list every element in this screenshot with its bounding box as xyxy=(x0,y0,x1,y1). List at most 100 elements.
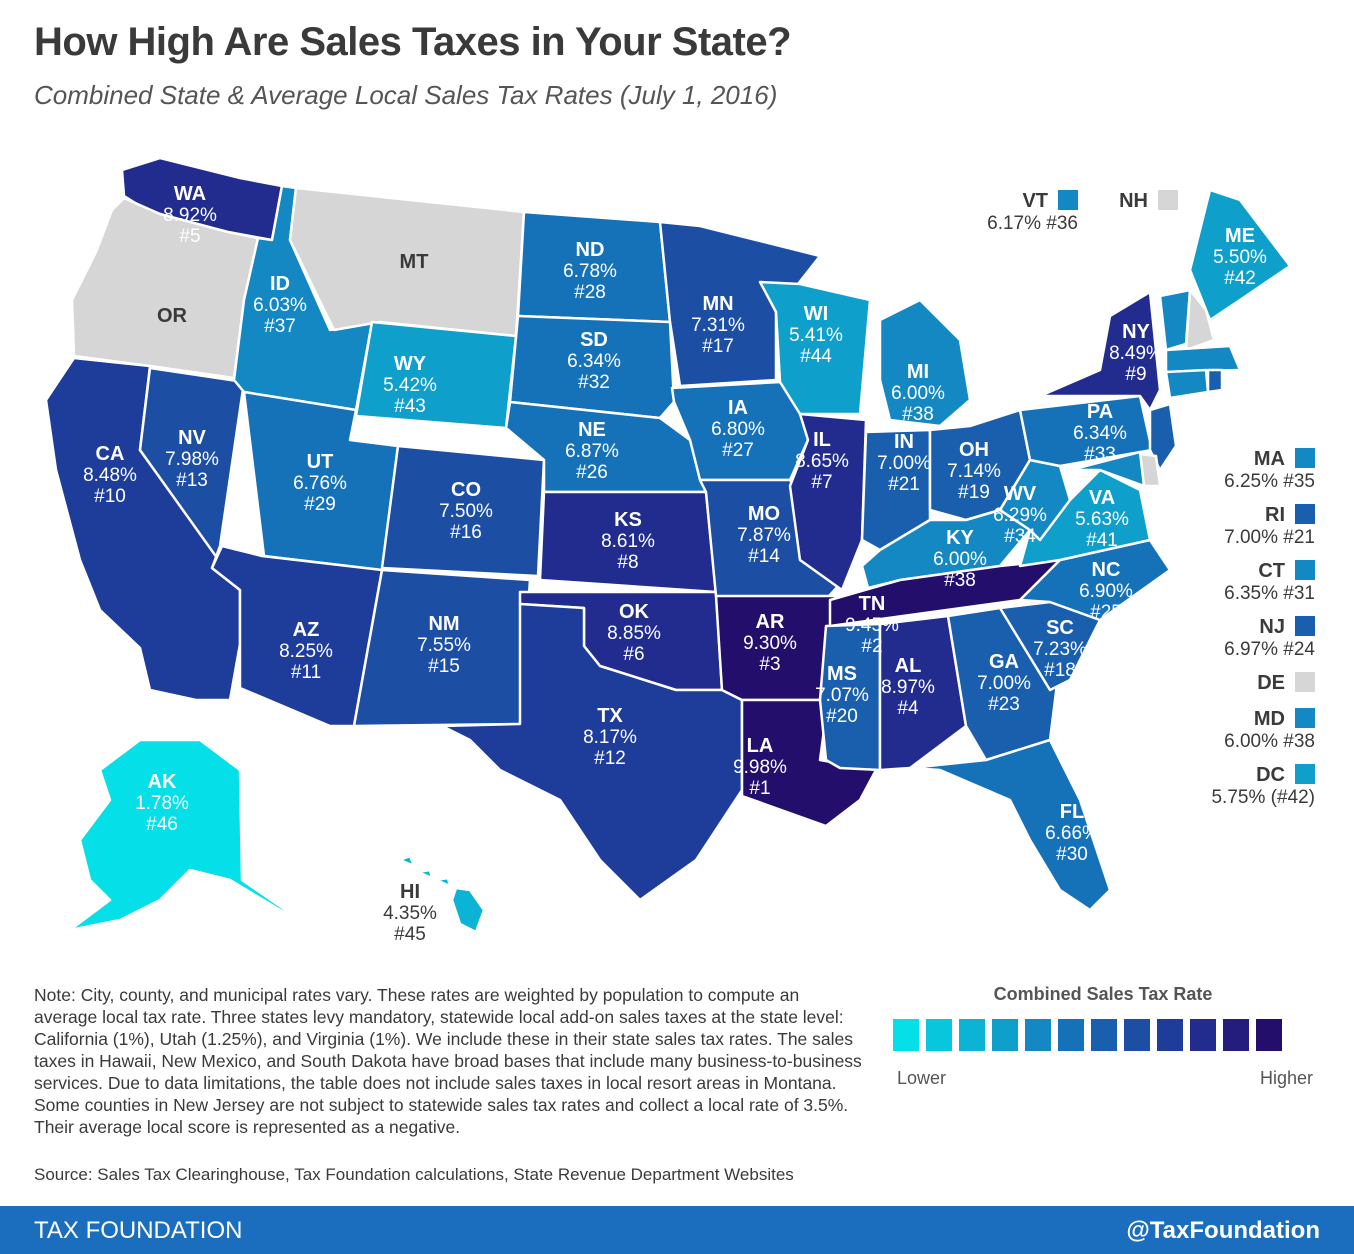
color-swatch xyxy=(1295,448,1315,468)
state-detail: 6.17% #36 xyxy=(987,213,1078,234)
state-rank: #2 xyxy=(861,636,882,657)
state-label-sc: SC 7.23% #18 xyxy=(1033,617,1087,681)
state-detail: 6.35% #31 xyxy=(1224,583,1315,604)
footer-brand: TAX FOUNDATION xyxy=(34,1217,243,1244)
state-shape-sd xyxy=(508,314,676,420)
state-rank: #7 xyxy=(811,472,832,493)
state-rate: 6.00% xyxy=(933,549,987,570)
state-abbr: WI xyxy=(804,303,828,325)
state-rank: #1 xyxy=(749,778,770,799)
state-rank: #15 xyxy=(428,656,460,677)
state-abbr: CO xyxy=(451,479,481,501)
state-rank: #14 xyxy=(748,546,780,567)
page-subtitle: Combined State & Average Local Sales Tax… xyxy=(34,80,778,110)
state-rate: 7.00% xyxy=(977,673,1031,694)
state-label-ky: KY 6.00% #38 xyxy=(933,527,987,591)
state-rank: #43 xyxy=(394,396,426,417)
state-rate: 8.65% xyxy=(795,451,849,472)
state-rank: #20 xyxy=(826,706,858,727)
side-item-dc: DC 5.75% (#42) xyxy=(1115,764,1315,809)
state-abbr: KY xyxy=(946,527,974,549)
color-swatch xyxy=(1295,560,1315,580)
state-label-ny: NY 8.49% #9 xyxy=(1109,321,1163,385)
state-label-ms: MS 7.07% #20 xyxy=(815,663,869,727)
state-label-ak: AK 1.78% #46 xyxy=(135,771,189,835)
state-rank: #27 xyxy=(722,440,754,461)
state-label-sd: SD 6.34% #32 xyxy=(567,329,621,393)
state-rate: 6.90% xyxy=(1079,581,1133,602)
state-shape-ny xyxy=(1038,290,1162,412)
state-abbr: NM xyxy=(428,613,459,635)
state-abbr: PA xyxy=(1087,401,1113,423)
state-shape-co xyxy=(380,444,546,578)
state-abbr: AZ xyxy=(293,619,320,641)
state-abbr: VT xyxy=(1022,190,1048,212)
state-rank: #17 xyxy=(702,336,734,357)
state-rank: #46 xyxy=(146,814,178,835)
state-rate: 7.87% xyxy=(737,525,791,546)
state-rank: #29 xyxy=(304,494,336,515)
state-rate: 6.87% xyxy=(565,441,619,462)
state-shape-ri xyxy=(1206,368,1224,394)
state-rate: 7.50% xyxy=(439,501,493,522)
legend-swatch xyxy=(1025,1019,1051,1051)
state-rank: #44 xyxy=(800,346,832,367)
state-rank: #38 xyxy=(944,570,976,591)
state-label-pa: PA 6.34% #33 xyxy=(1073,401,1127,465)
state-abbr: UT xyxy=(307,451,334,473)
state-label-tn: TN 9.45% #2 xyxy=(845,593,899,657)
side-item-nh: NH xyxy=(978,190,1178,213)
state-detail: 6.00% #38 xyxy=(1224,731,1315,752)
state-label-la: LA 9.98% #1 xyxy=(733,735,787,799)
state-shape-ak xyxy=(68,738,302,932)
state-abbr: MI xyxy=(907,361,929,383)
state-rate: 6.78% xyxy=(563,261,617,282)
state-abbr: CA xyxy=(96,443,125,465)
state-abbr: SD xyxy=(580,329,608,351)
legend-low-label: Lower xyxy=(897,1068,947,1088)
state-rank: #6 xyxy=(623,644,644,665)
state-label-oh: OH 7.14% #19 xyxy=(947,439,1001,503)
state-abbr: SC xyxy=(1046,617,1074,639)
state-rate: 6.03% xyxy=(253,295,307,316)
state-rank: #41 xyxy=(1086,530,1118,551)
legend-swatch xyxy=(1256,1019,1282,1051)
state-rate: 9.98% xyxy=(733,757,787,778)
state-rate: 5.50% xyxy=(1213,247,1267,268)
state-abbr: NV xyxy=(178,427,206,449)
state-abbr: CT xyxy=(1258,560,1285,582)
legend-swatch xyxy=(893,1019,919,1051)
legend-swatch xyxy=(959,1019,985,1051)
state-label-nd: ND 6.78% #28 xyxy=(563,239,617,303)
state-rank: #11 xyxy=(291,662,321,683)
state-abbr: WV xyxy=(1004,483,1037,505)
legend-swatch xyxy=(1157,1019,1183,1051)
state-shape-fl xyxy=(908,738,1112,912)
state-abbr: NY xyxy=(1122,321,1150,343)
state-abbr: DC xyxy=(1256,764,1285,786)
color-swatch xyxy=(1158,190,1178,210)
state-shape-hi xyxy=(398,854,486,934)
state-label-va: VA 5.63% #41 xyxy=(1075,487,1129,551)
state-rate: 5.41% xyxy=(789,325,843,346)
state-label-ut: UT 6.76% #29 xyxy=(293,451,347,515)
state-abbr: MN xyxy=(702,293,733,315)
state-rank: #12 xyxy=(594,748,626,769)
state-label-il: IL 8.65% #7 xyxy=(795,429,849,493)
state-rank: #21 xyxy=(888,474,920,495)
state-label-nc: NC 6.90% #25 xyxy=(1079,559,1133,623)
side-item-vt: VT 6.17% #36 xyxy=(878,190,1078,235)
state-abbr: FL xyxy=(1060,801,1084,823)
state-label-ne: NE 6.87% #26 xyxy=(565,419,619,483)
side-item-md: MD 6.00% #38 xyxy=(1115,708,1315,753)
state-rate: 8.48% xyxy=(83,465,137,486)
state-rate: 8.17% xyxy=(583,727,637,748)
state-label-hi: HI 4.35% #45 xyxy=(383,881,437,945)
state-rank: #25 xyxy=(1090,602,1122,623)
state-shape-wi xyxy=(758,280,872,416)
side-item-de: DE xyxy=(1115,672,1315,695)
state-rate: 7.00% xyxy=(877,453,931,474)
state-abbr: ID xyxy=(270,273,290,295)
state-abbr: IN xyxy=(894,431,914,453)
state-abbr: WY xyxy=(394,353,427,375)
